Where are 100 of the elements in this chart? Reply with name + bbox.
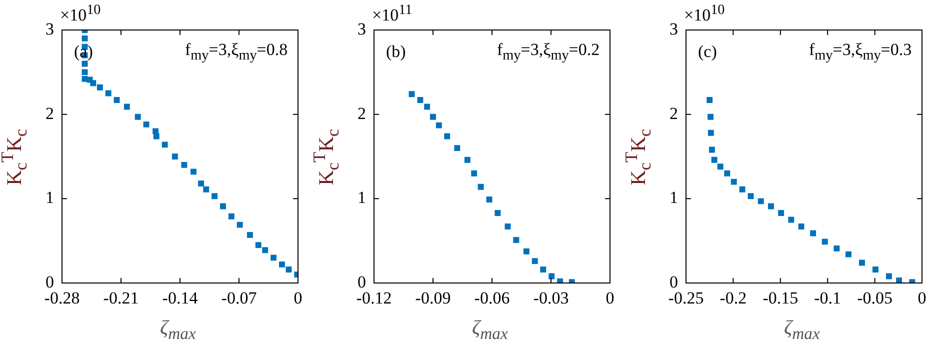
point: [464, 156, 470, 163]
y-tick-label: 2: [358, 104, 366, 123]
x-axis-title: ζ$_{max}$: [784, 317, 820, 344]
point: [748, 193, 754, 200]
point: [190, 168, 196, 175]
annotation: (a): [74, 42, 93, 62]
point: [262, 247, 268, 254]
x-tick-label: 0: [918, 288, 926, 308]
point: [706, 97, 713, 103]
point: [896, 277, 902, 283]
point: [152, 128, 159, 134]
point: [504, 224, 511, 230]
point: [444, 133, 450, 140]
point: [708, 146, 715, 153]
point: [708, 114, 714, 120]
point: [430, 114, 436, 120]
point: [90, 80, 96, 86]
text: ×10$^{11}$: [372, 2, 412, 26]
point: [872, 266, 878, 272]
x-tick-label: -0.09: [415, 288, 451, 308]
point: [717, 164, 724, 170]
x-tick-label: -0.06: [474, 288, 510, 308]
point: [279, 261, 285, 268]
point: [162, 142, 168, 148]
y-tick-label: 0: [358, 272, 366, 292]
point: [246, 232, 253, 238]
x-axis-title: ζ$_{max}$: [472, 317, 508, 344]
x-tick-label: -0.2: [720, 288, 747, 308]
y-tick-label: 2: [670, 104, 678, 123]
point: [82, 35, 88, 42]
point: [172, 154, 178, 160]
point: [834, 245, 840, 252]
point: [845, 251, 852, 258]
y-tick-label: 2: [46, 104, 54, 123]
point: [513, 237, 520, 243]
x-tick-label: -0.28: [44, 288, 80, 308]
annotation: f$_{my}$=3,ξ$_{my}$=0.3: [809, 40, 912, 64]
point: [105, 90, 112, 96]
x-tick-label: -0.07: [221, 288, 258, 308]
annotation: f$_{my}$=3,ξ$_{my}$=0.2: [497, 40, 600, 64]
point: [236, 222, 243, 228]
text: ×10$^{10}$: [684, 2, 725, 26]
x-tick-label: -0.25: [668, 288, 704, 308]
point: [417, 97, 424, 103]
point: [886, 273, 892, 280]
point: [768, 203, 774, 210]
point: [220, 203, 226, 210]
point: [96, 84, 103, 90]
y-tick-label: 0: [670, 272, 678, 292]
x-axis-title: ζ$_{max}$: [160, 317, 196, 344]
point: [82, 69, 88, 76]
point: [711, 156, 718, 163]
point: [212, 193, 218, 200]
text: ×10$^{10}$: [60, 2, 101, 26]
y-tick-label: 3: [670, 19, 678, 38]
point: [255, 242, 262, 248]
point: [486, 196, 492, 202]
point: [810, 230, 816, 236]
point: [203, 186, 210, 192]
point: [143, 121, 150, 128]
x-tick-label: -0.12: [356, 288, 392, 308]
x-tick-label: -0.21: [103, 288, 139, 308]
annotation: (b): [386, 42, 406, 62]
x-tick-label: -0.15: [762, 288, 798, 308]
x-tick-label: -0.05: [857, 288, 893, 308]
point: [739, 186, 746, 192]
point: [270, 254, 277, 261]
point: [153, 133, 160, 140]
point: [114, 97, 120, 103]
point: [708, 130, 714, 136]
point: [494, 210, 501, 216]
point: [124, 104, 130, 110]
point: [540, 266, 546, 272]
point: [788, 216, 794, 223]
point: [134, 114, 141, 120]
point: [228, 213, 234, 220]
point: [724, 170, 730, 176]
point: [523, 248, 530, 254]
point: [471, 170, 478, 176]
point: [198, 180, 204, 186]
x-tick-label: -0.03: [533, 288, 569, 308]
point: [730, 178, 737, 185]
point: [424, 104, 430, 110]
point: [286, 266, 292, 272]
point: [478, 184, 484, 190]
annotation: (c): [698, 42, 717, 62]
point: [758, 198, 764, 204]
x-tick-label: -0.1: [814, 288, 842, 308]
point: [532, 258, 538, 264]
y-tick-label: 0: [46, 272, 54, 292]
y-tick-label: 1: [358, 188, 366, 208]
y-tick-label: 3: [46, 19, 54, 38]
point: [778, 210, 784, 216]
y-tick-label: 1: [670, 188, 678, 208]
y-tick-label: 1: [46, 188, 54, 208]
x-tick-label: -0.14: [162, 288, 198, 308]
annotation: f$_{my}$=3,ξ$_{my}$=0.8: [185, 40, 288, 64]
point: [822, 238, 828, 245]
point: [858, 260, 865, 266]
point: [408, 91, 415, 98]
